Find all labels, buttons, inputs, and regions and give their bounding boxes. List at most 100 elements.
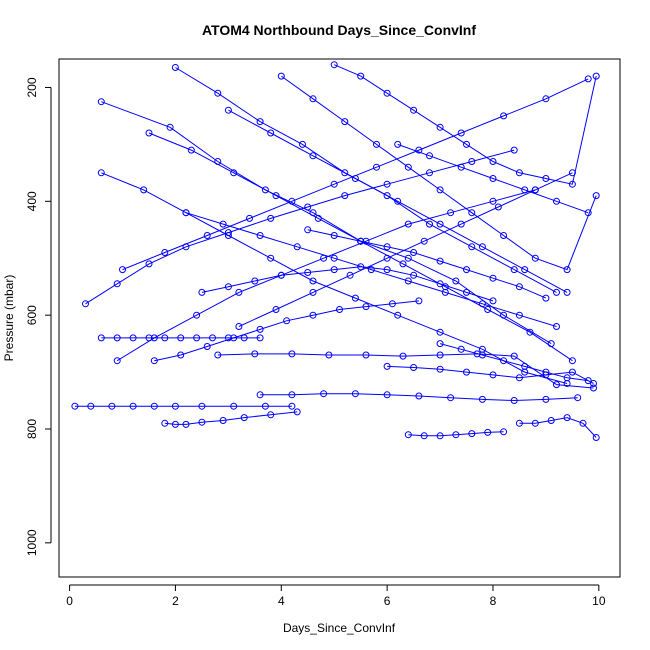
data-point-4-7 — [293, 408, 301, 416]
data-point-2-4 — [150, 402, 158, 410]
x-axis-label: Days_Since_ConvInf — [283, 621, 396, 635]
data-point-9-1 — [410, 364, 418, 371]
data-point-3-2 — [129, 334, 137, 342]
data-point-2-2 — [108, 402, 116, 410]
data-point-12-2 — [256, 118, 264, 126]
series-line-15 — [281, 75, 597, 271]
data-point-17-0 — [330, 61, 338, 69]
data-point-4-5 — [240, 414, 248, 422]
data-point-23-10 — [553, 323, 560, 330]
data-point-8-5 — [415, 392, 423, 400]
data-point-21-6 — [584, 209, 592, 217]
data-point-15-5 — [436, 186, 444, 194]
data-point-17-3 — [410, 106, 418, 114]
series-line-13 — [101, 172, 568, 384]
series-line-16 — [201, 266, 494, 302]
data-point-5-3 — [452, 431, 460, 439]
data-point-0-0 — [97, 98, 105, 106]
data-point-6-3 — [563, 414, 571, 422]
data-point-18-1 — [177, 351, 185, 359]
y-tick-label-3: 800 — [25, 419, 39, 439]
data-point-11-1 — [187, 146, 195, 154]
series-line-1 — [85, 149, 515, 305]
data-point-1-10 — [468, 158, 476, 165]
data-point-2-0 — [71, 402, 79, 410]
data-point-12-8 — [510, 266, 518, 274]
data-point-11-3 — [272, 192, 280, 200]
data-point-11-10 — [568, 357, 576, 365]
data-point-20-4 — [277, 271, 285, 279]
data-point-19-9 — [542, 294, 550, 302]
data-point-23-9 — [515, 311, 523, 319]
data-point-13-5 — [309, 277, 317, 285]
data-point-15-0 — [277, 72, 285, 80]
data-point-1-0 — [82, 300, 89, 308]
series-line-7 — [217, 353, 594, 389]
data-point-24-5 — [542, 368, 550, 376]
data-point-19-1 — [330, 232, 338, 239]
data-point-20-1 — [150, 334, 158, 342]
data-point-7-8 — [510, 352, 518, 360]
data-point-24-0 — [436, 340, 444, 348]
data-point-13-7 — [394, 311, 402, 319]
data-point-20-3 — [235, 288, 243, 296]
data-point-22-7 — [521, 266, 529, 274]
data-point-6-4 — [579, 419, 587, 427]
data-point-22-1 — [267, 129, 275, 137]
data-point-20-8 — [447, 209, 455, 217]
data-point-10-3 — [246, 214, 253, 222]
data-point-14-3 — [346, 271, 354, 279]
data-point-7-3 — [325, 351, 333, 359]
data-point-7-6 — [436, 351, 444, 359]
data-point-3-7 — [209, 334, 216, 342]
data-point-21-3 — [489, 175, 497, 182]
data-point-4-4 — [219, 417, 227, 424]
data-point-6-5 — [592, 434, 600, 441]
data-point-2-8 — [261, 402, 269, 410]
plot-frame — [58, 58, 621, 578]
data-point-16-4 — [304, 269, 312, 276]
data-point-7-4 — [362, 351, 370, 359]
data-point-8-2 — [320, 390, 328, 398]
data-point-20-9 — [489, 197, 497, 205]
data-point-17-7 — [515, 169, 523, 177]
data-point-8-3 — [351, 390, 359, 398]
data-point-8-8 — [510, 397, 518, 404]
x-tick-label-3: 6 — [384, 594, 391, 608]
data-point-3-4 — [161, 334, 169, 342]
data-point-18-2 — [203, 343, 211, 350]
data-point-8-4 — [383, 391, 391, 399]
data-point-22-2 — [309, 152, 317, 160]
data-point-10-6 — [373, 163, 380, 171]
y-tick-label-4: 1000 — [25, 529, 39, 556]
data-point-16-0 — [198, 288, 206, 296]
data-point-15-4 — [404, 163, 412, 171]
data-point-12-1 — [214, 89, 222, 97]
series-line-22 — [228, 109, 568, 293]
data-point-24-7 — [584, 377, 592, 385]
data-point-17-6 — [489, 158, 497, 165]
data-point-24-1 — [457, 345, 465, 353]
data-point-7-0 — [214, 351, 222, 359]
data-point-16-2 — [251, 277, 259, 285]
series-line-9 — [387, 365, 594, 384]
y-axis-label: Pressure (mbar) — [2, 275, 16, 362]
data-point-9-0 — [383, 362, 391, 370]
data-point-5-5 — [484, 428, 492, 436]
x-tick-label-2: 4 — [278, 594, 285, 608]
data-point-16-8 — [410, 271, 418, 279]
data-point-16-5 — [330, 266, 338, 274]
data-point-10-10 — [542, 95, 550, 103]
data-point-9-3 — [463, 368, 470, 376]
series-line-4 — [164, 411, 298, 425]
data-point-14-0 — [235, 323, 243, 330]
data-point-11-6 — [399, 260, 407, 268]
data-point-5-0 — [404, 431, 412, 439]
data-point-5-2 — [436, 432, 444, 440]
data-point-17-9 — [568, 180, 576, 188]
data-point-17-10 — [592, 72, 600, 80]
data-point-10-7 — [415, 146, 423, 154]
x-tick-label-0: 0 — [66, 594, 73, 608]
data-point-10-8 — [457, 129, 465, 137]
